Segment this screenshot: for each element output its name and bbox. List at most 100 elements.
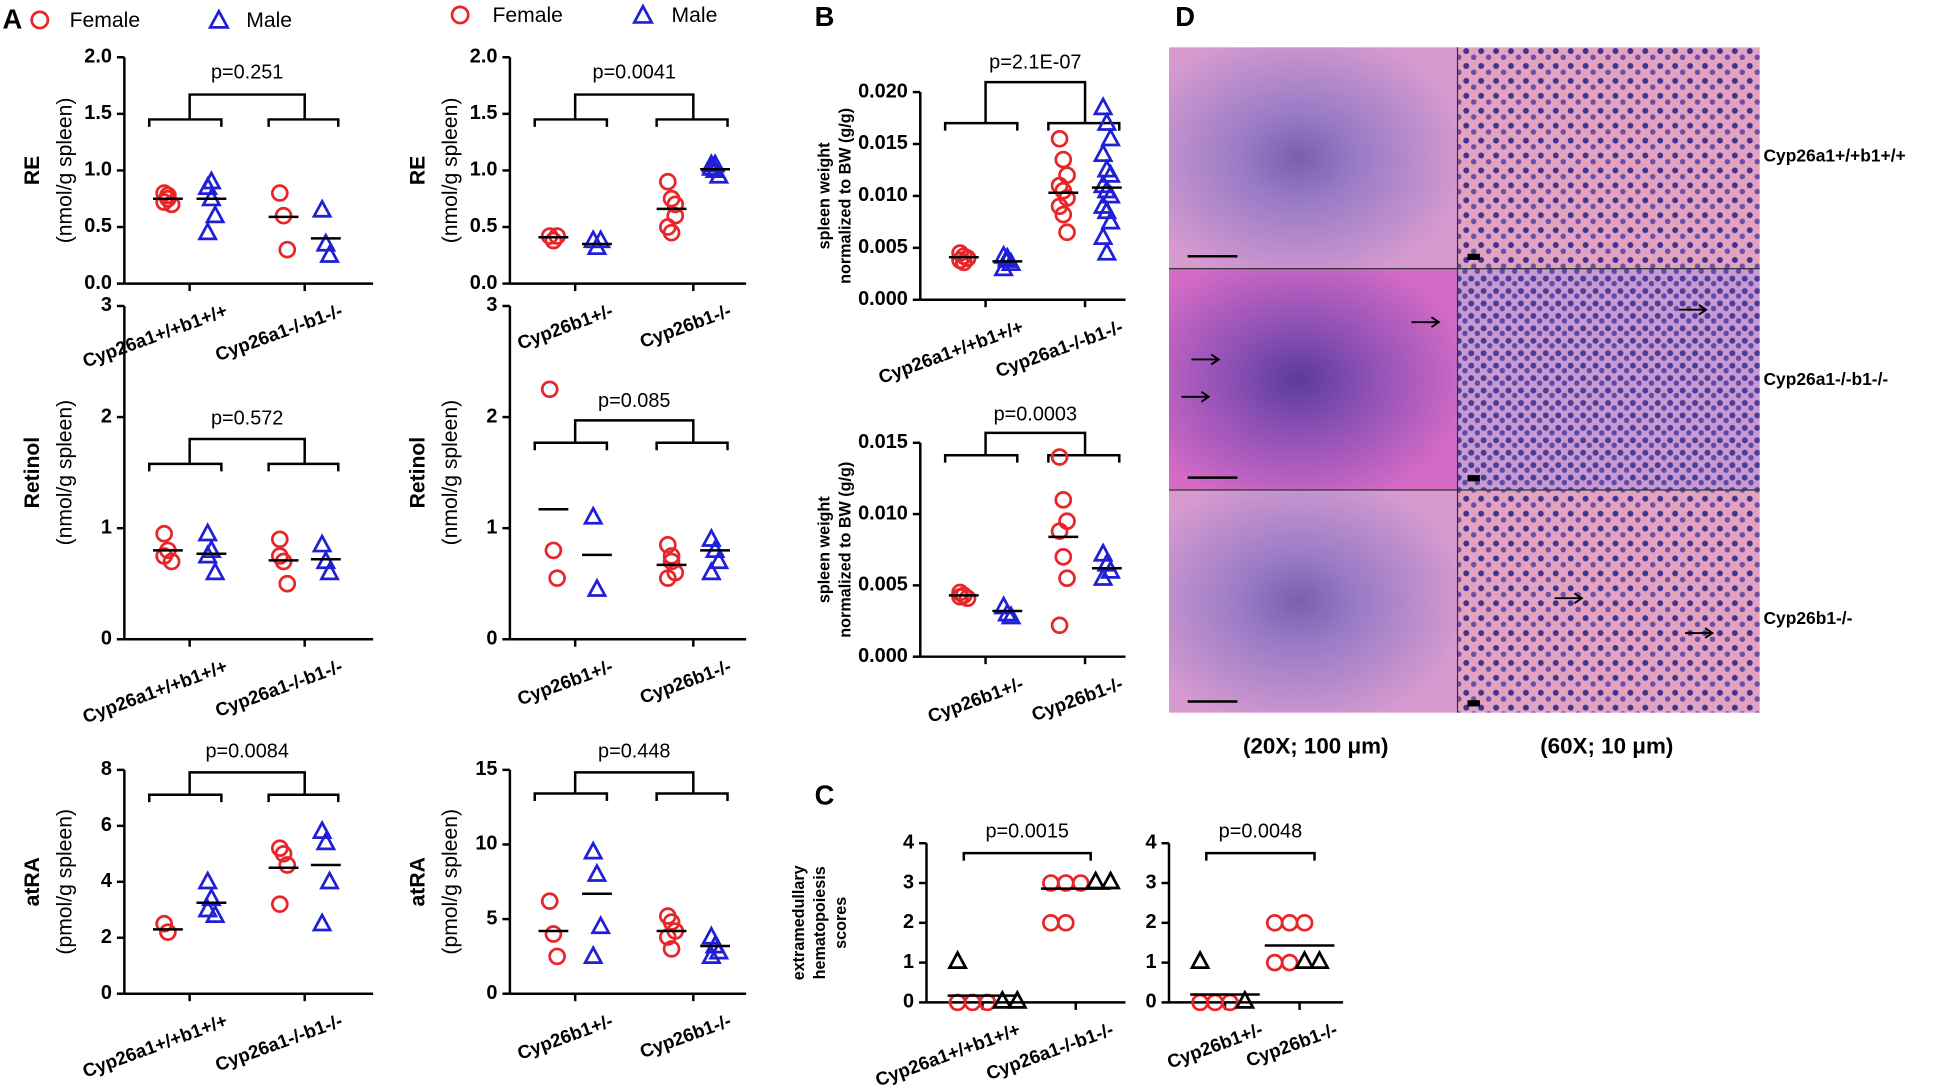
- x-tick-label: Cyp26b1+/-: [514, 300, 615, 354]
- data-point: [155, 914, 173, 933]
- y-tick-label: 0.005: [858, 236, 908, 258]
- legend-marker: [631, 3, 654, 24]
- data-point: [586, 862, 608, 882]
- y-tick-label: 0.005: [858, 574, 908, 596]
- micrographs: [1169, 47, 1760, 713]
- y-axis-label: (pmol/g spleen): [439, 809, 462, 955]
- data-point: [1265, 913, 1284, 932]
- x-tick-label: Cyp26a1-/-b1-/-: [212, 300, 345, 365]
- data-point: [586, 577, 608, 597]
- y-tick-label: 3: [486, 294, 497, 316]
- data-point: [278, 574, 297, 593]
- data-point: [658, 569, 677, 587]
- data-point: [1092, 566, 1114, 586]
- data-point: [1000, 605, 1022, 625]
- data-point: [662, 223, 681, 242]
- data-point: [1309, 949, 1330, 969]
- bracket: [962, 851, 1092, 861]
- legend-label: Male: [246, 9, 292, 32]
- micrograph: [1169, 47, 1458, 269]
- y-axis-label: (pmol/g spleen): [53, 809, 76, 955]
- data-point: [197, 898, 219, 918]
- data-point: [204, 903, 226, 923]
- y-tick-label: 0: [486, 628, 497, 650]
- y-tick-label: 0.015: [858, 431, 908, 453]
- y-tick-label: 2.0: [470, 46, 498, 68]
- y-axis-label: scores: [832, 897, 850, 949]
- p-value: p=0.0003: [994, 404, 1077, 426]
- data-point: [582, 840, 604, 860]
- data-point: [1092, 225, 1114, 246]
- data-point: [274, 844, 293, 863]
- y-tick-label: 2: [486, 405, 497, 427]
- data-point: [700, 561, 722, 581]
- data-point: [708, 940, 730, 960]
- data-point: [204, 561, 226, 581]
- data-point: [155, 524, 173, 543]
- data-point: [590, 914, 612, 935]
- bracket: [533, 792, 609, 801]
- p-value: p=0.085: [598, 390, 670, 412]
- data-point: [1265, 953, 1284, 972]
- y-axis-label: atRA: [407, 857, 430, 906]
- data-point: [278, 856, 297, 874]
- data-point: [315, 831, 337, 851]
- y-tick-label: 2: [903, 911, 914, 933]
- y-tick-label: 0.010: [858, 502, 908, 524]
- data-point: [700, 944, 722, 964]
- y-tick-label: 1: [486, 516, 497, 538]
- micrograph: [1457, 47, 1760, 269]
- data-point: [582, 944, 604, 964]
- y-tick-label: 1.0: [470, 159, 498, 181]
- data-point: [319, 243, 340, 263]
- data-point: [319, 870, 340, 890]
- bracket: [984, 80, 1087, 124]
- data-point: [1058, 569, 1076, 588]
- data-point: [155, 547, 173, 565]
- y-tick-label: 0.0: [470, 272, 498, 294]
- data-point: [315, 232, 337, 252]
- data-point: [159, 923, 177, 941]
- row-label: Cyp26a1-/-b1-/-: [1763, 369, 1888, 389]
- data-point: [1054, 150, 1073, 169]
- data-point: [1096, 111, 1118, 131]
- data-point: [658, 536, 677, 554]
- y-tick-label: 0.020: [858, 80, 908, 102]
- data-point: [311, 198, 333, 218]
- p-value: p=0.0041: [593, 62, 676, 84]
- data-point: [201, 170, 222, 190]
- data-point: [204, 204, 226, 224]
- y-tick-label: 0.015: [858, 132, 908, 154]
- data-point: [311, 819, 333, 839]
- y-tick-label: 8: [101, 758, 112, 780]
- data-point: [991, 989, 1013, 1009]
- y-axis-label: (nmol/g spleen): [53, 400, 76, 546]
- bracket: [943, 453, 1019, 463]
- data-point: [662, 940, 681, 958]
- chart: 0.0 0.5 1.0 1.5 2.0 RE (nmol/g spleen) Cyp26b1+…: [407, 46, 747, 354]
- y-tick-label: 0.0: [84, 272, 112, 294]
- y-axis-label: (nmol/g spleen): [439, 400, 462, 546]
- chart: 0.00.51.01.52.0RE (nmol/g spleen)Cyp26a1+…: [21, 46, 374, 371]
- x-tick-label: Cyp26b1+/-: [514, 655, 615, 709]
- caption: (20X; 100 μm): [1243, 733, 1389, 758]
- data-point: [311, 533, 333, 553]
- y-axis-label: spleen weight: [815, 142, 833, 249]
- p-value: p=2.1E-07: [989, 52, 1081, 74]
- data-point: [270, 895, 289, 913]
- data-point: [1100, 559, 1121, 579]
- x-tick-label: Cyp26b1+/-: [514, 1010, 615, 1064]
- data-point: [197, 221, 219, 241]
- chart: 0.000 0.005 0.010 0.015 0.020 spleen weight no…: [815, 52, 1126, 388]
- y-tick-label: 1.0: [84, 159, 112, 181]
- data-point: [159, 186, 177, 205]
- p-value: p=0.0015: [986, 820, 1069, 842]
- bracket: [267, 118, 340, 127]
- data-point: [1280, 953, 1299, 972]
- y-tick-label: 0.010: [858, 184, 908, 206]
- data-point: [1054, 205, 1073, 224]
- y-tick-label: 3: [903, 871, 914, 893]
- p-value: p=0.251: [211, 62, 283, 84]
